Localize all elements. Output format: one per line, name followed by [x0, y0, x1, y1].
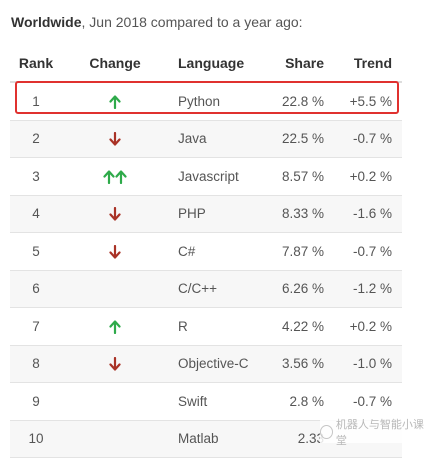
- trend-cell: -0.7 %: [332, 120, 402, 158]
- caption-region: Worldwide: [11, 14, 82, 30]
- table-row[interactable]: 4 PHP 8.33 % -1.6 %: [10, 195, 402, 233]
- arrow-down-icon: [109, 357, 121, 372]
- rank-cell: 7: [10, 307, 62, 346]
- language-cell: R: [168, 307, 271, 346]
- trend-cell: -1.0 %: [332, 345, 402, 383]
- share-cell: 4.22 %: [271, 307, 332, 346]
- share-cell: 2.8 %: [271, 382, 332, 421]
- arrow-up-icon: [109, 320, 121, 334]
- trend-cell: -1.6 %: [332, 195, 402, 233]
- rank-cell: 1: [10, 82, 62, 121]
- table-row[interactable]: 7 R 4.22 % +0.2 %: [10, 307, 402, 346]
- arrow-down-icon: [109, 132, 121, 147]
- rank-cell: 8: [10, 345, 62, 383]
- wechat-icon: [320, 424, 333, 439]
- rank-cell: 4: [10, 195, 62, 233]
- language-cell: Matlab: [168, 420, 271, 458]
- share-cell: 22.8 %: [271, 82, 332, 121]
- rank-cell: 3: [10, 157, 62, 196]
- watermark-text: 机器人与智能小课堂: [335, 418, 424, 447]
- arrow-up-icon: [115, 170, 127, 184]
- change-cell: [62, 82, 168, 121]
- change-cell: [62, 345, 168, 383]
- change-cell: [62, 195, 168, 233]
- highlight-box: [15, 81, 399, 114]
- language-cell: Objective-C: [168, 345, 271, 383]
- table-row[interactable]: 9 Swift 2.8 % -0.7 %: [10, 382, 402, 421]
- language-cell: C#: [168, 232, 271, 271]
- arrow-up-icon: [109, 95, 121, 109]
- change-cell: [62, 232, 168, 271]
- change-cell: [62, 307, 168, 346]
- trend-cell: -1.2 %: [332, 270, 402, 308]
- change-cell: [62, 420, 168, 458]
- arrow-down-icon: [109, 207, 121, 222]
- rank-cell: 5: [10, 232, 62, 271]
- header-change[interactable]: Change: [62, 44, 168, 83]
- share-cell: 7.87 %: [271, 232, 332, 271]
- share-cell: 8.33 %: [271, 195, 332, 233]
- language-cell: Python: [168, 82, 271, 121]
- rank-cell: 6: [10, 270, 62, 308]
- table-header-row: Rank Change Language Share Trend: [10, 44, 402, 83]
- change-cell: [62, 120, 168, 158]
- language-cell: C/C++: [168, 270, 271, 308]
- table-row[interactable]: 6 C/C++ 6.26 % -1.2 %: [10, 270, 402, 308]
- table-row[interactable]: 1 Python 22.8 % +5.5 %: [10, 82, 402, 121]
- table-row[interactable]: 5 C# 7.87 % -0.7 %: [10, 232, 402, 271]
- table-row[interactable]: 2 Java 22.5 % -0.7 %: [10, 120, 402, 158]
- change-cell: [62, 157, 168, 196]
- arrow-up-icon: [103, 170, 115, 184]
- change-cell: [62, 270, 168, 308]
- header-rank[interactable]: Rank: [10, 44, 62, 83]
- share-cell: 8.57 %: [271, 157, 332, 196]
- trend-cell: -0.7 %: [332, 382, 402, 421]
- language-cell: PHP: [168, 195, 271, 233]
- trend-cell: +5.5 %: [332, 82, 402, 121]
- language-cell: Java: [168, 120, 271, 158]
- trend-cell: -0.7 %: [332, 232, 402, 271]
- rank-cell: 10: [10, 420, 62, 458]
- share-cell: 6.26 %: [271, 270, 332, 308]
- language-cell: Javascript: [168, 157, 271, 196]
- caption-text: , Jun 2018 compared to a year ago:: [81, 14, 303, 30]
- change-cell: [62, 382, 168, 421]
- table-row[interactable]: 3 Javascript 8.57 % +0.2 %: [10, 157, 402, 196]
- trend-cell: +0.2 %: [332, 307, 402, 346]
- trend-cell: +0.2 %: [332, 157, 402, 196]
- table-caption: Worldwide, Jun 2018 compared to a year a…: [11, 14, 303, 30]
- watermark: 机器人与智能小课堂: [320, 419, 426, 447]
- share-cell: 3.56 %: [271, 345, 332, 383]
- language-cell: Swift: [168, 382, 271, 421]
- rank-cell: 2: [10, 120, 62, 158]
- header-language[interactable]: Language: [168, 44, 271, 83]
- rank-cell: 9: [10, 382, 62, 421]
- double-arrow-up-icon: [103, 169, 127, 184]
- header-trend[interactable]: Trend: [332, 44, 402, 83]
- arrow-down-icon: [109, 244, 121, 259]
- table-row[interactable]: 8 Objective-C 3.56 % -1.0 %: [10, 345, 402, 383]
- language-ranking-table: Rank Change Language Share Trend 1 Python…: [10, 44, 402, 458]
- header-share[interactable]: Share: [271, 44, 332, 83]
- share-cell: 22.5 %: [271, 120, 332, 158]
